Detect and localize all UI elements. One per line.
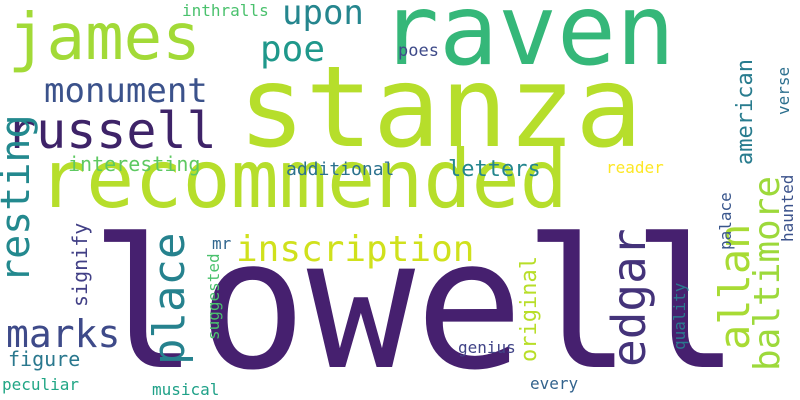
word-every: every [530, 374, 579, 393]
word-monument: monument [44, 71, 208, 111]
word-recommended: recommended [38, 133, 568, 226]
word-suggested: suggested [204, 253, 223, 340]
word-peculiar: peculiar [2, 375, 80, 394]
word-mr: mr [212, 234, 232, 253]
word-poe: poe [260, 29, 326, 70]
word-genius: genius [458, 338, 516, 357]
word-marks: marks [6, 312, 121, 356]
word-james: james [8, 1, 201, 75]
word-verse: verse [774, 66, 793, 115]
word-signify: signify [68, 222, 92, 307]
word-letters: letters [448, 157, 541, 182]
word-place: place [144, 232, 195, 365]
word-interesting: interesting [68, 152, 201, 176]
word-additional: additional [286, 159, 395, 180]
word-raven: raven [380, 0, 676, 88]
word-inscription: inscription [236, 229, 475, 270]
word-haunted: haunted [778, 174, 797, 242]
word-upon: upon [282, 0, 364, 33]
word-figure: figure [8, 347, 81, 371]
word-lowell: lowell [90, 201, 741, 400]
word-russell: russell [6, 102, 217, 160]
word-musical: musical [152, 380, 220, 399]
word-poes: poes [398, 41, 439, 61]
word-edgar: edgar [602, 228, 656, 367]
word-quality: quality [670, 282, 689, 350]
word-original: original [517, 256, 542, 362]
word-resting: resting [0, 114, 39, 283]
word-stanza: stanza [238, 43, 643, 173]
word-palace: palace [716, 192, 735, 250]
word-reader: reader [606, 158, 664, 177]
word-american: american [733, 59, 758, 165]
word-inthralls: inthralls [182, 1, 269, 20]
